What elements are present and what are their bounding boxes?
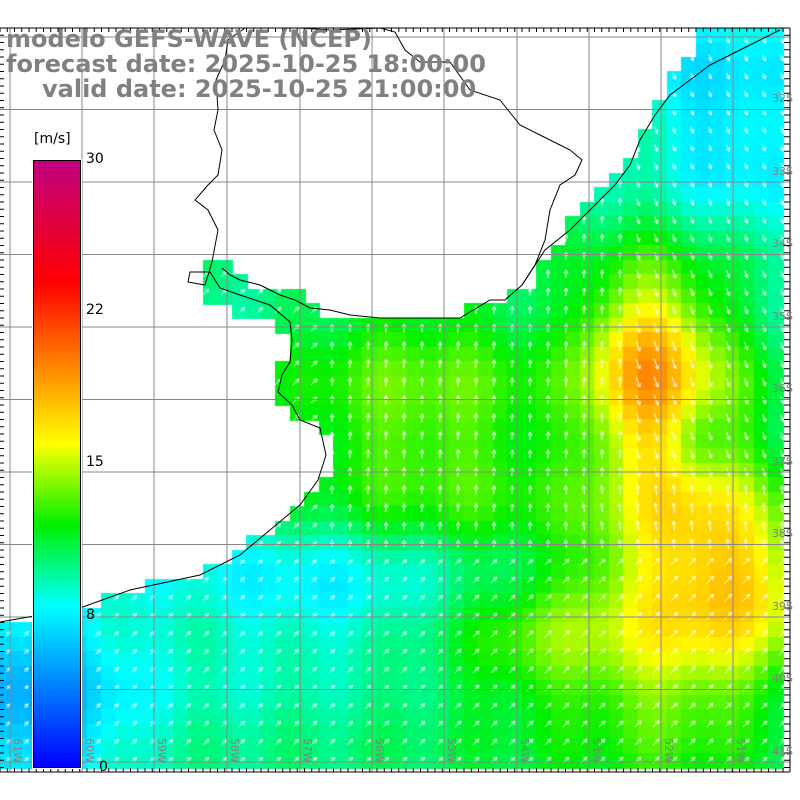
coastline-brazil-east bbox=[521, 29, 781, 286]
latitude-label: 35S bbox=[772, 309, 793, 323]
longitude-label: 61W bbox=[11, 738, 24, 763]
latitude-label: 39S bbox=[772, 599, 793, 613]
longitude-label: 56W bbox=[373, 738, 386, 763]
latitude-label: 41S bbox=[772, 744, 793, 758]
longitude-label: 54W bbox=[518, 738, 531, 763]
longitude-label: 51W bbox=[734, 738, 747, 763]
longitude-label: 58W bbox=[228, 738, 241, 763]
coastline bbox=[0, 27, 327, 623]
colorbar bbox=[33, 160, 81, 768]
title-forecast-date: forecast date: 2025-10-25 18:00:00 bbox=[6, 50, 486, 78]
graticule bbox=[0, 28, 790, 772]
latitude-label: 37S bbox=[772, 454, 793, 468]
latitude-label: 40S bbox=[772, 672, 793, 685]
colorbar-tick: 15 bbox=[86, 454, 104, 470]
latitude-label: 34S bbox=[772, 237, 793, 250]
title-model: modelo GEFS-WAVE (NCEP) bbox=[6, 25, 372, 53]
latitude-label: 32S bbox=[772, 92, 793, 105]
longitude-label: 59W bbox=[155, 738, 168, 763]
longitude-label: 55W bbox=[445, 738, 458, 763]
colorbar-tick: 22 bbox=[86, 302, 104, 318]
latitude-label: 36S bbox=[772, 382, 793, 395]
coastline-uruguay-brazil bbox=[221, 27, 583, 319]
latitude-label: 38S bbox=[772, 527, 793, 540]
longitude-label: 60W bbox=[83, 738, 96, 763]
title-valid-date: valid date: 2025-10-25 21:00:00 bbox=[42, 75, 477, 103]
colorbar-tick: 0 bbox=[99, 759, 108, 775]
longitude-label: 57W bbox=[301, 738, 314, 763]
frame-ticks bbox=[0, 27, 791, 773]
colorbar-tick: 30 bbox=[86, 151, 104, 167]
longitude-label: 52W bbox=[662, 738, 675, 763]
colorbar-units: [m/s] bbox=[34, 131, 71, 147]
latitude-label: 33S bbox=[772, 164, 793, 178]
colorbar-tick: 8 bbox=[86, 607, 95, 623]
longitude-label: 53W bbox=[590, 738, 603, 763]
